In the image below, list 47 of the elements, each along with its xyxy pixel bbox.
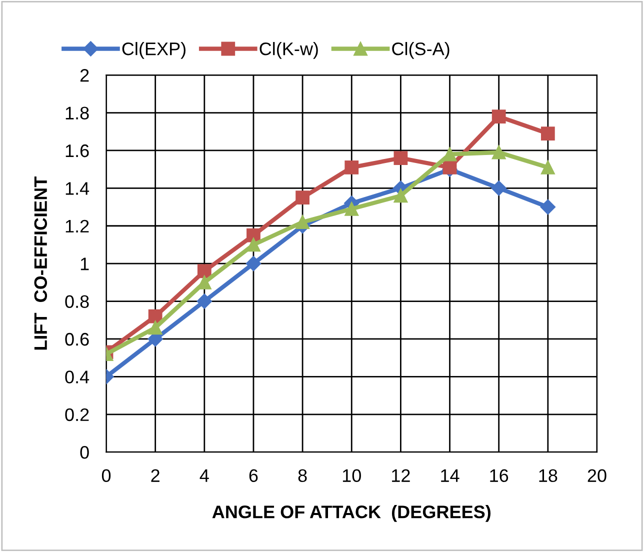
x-tick-label: 2	[151, 469, 160, 482]
point	[197, 264, 212, 278]
y-tick-label: 0.2	[65, 408, 89, 422]
point	[492, 110, 506, 124]
point	[296, 215, 310, 230]
y-tick-label: 0.4	[65, 370, 90, 384]
x-tick-label: 14	[441, 469, 460, 482]
point	[442, 160, 457, 174]
legend-label: Cl(S-A)	[392, 42, 450, 59]
y-tick-label: 1.8	[66, 106, 89, 120]
x-tick-label: 6	[249, 469, 258, 482]
y-tick-label: 0.8	[65, 295, 89, 308]
point	[296, 190, 310, 205]
y-axis-title: LIFT CO-EFFICIENT	[34, 176, 48, 350]
point	[344, 202, 359, 216]
x-tick-label: 0	[102, 469, 111, 482]
x-tick-label: 18	[539, 469, 558, 482]
x-tick-label: 16	[490, 469, 508, 482]
point	[442, 147, 457, 162]
x-tick-label: 10	[342, 469, 361, 482]
y-tick-label: 2	[80, 69, 89, 82]
y-tick-label: 1.2	[66, 220, 89, 232]
point	[540, 199, 556, 215]
legend-label: Cl(K-w)	[260, 42, 318, 59]
x-tick-label: 12	[392, 469, 410, 482]
y-tick-label: 1	[80, 258, 89, 270]
point	[491, 180, 506, 196]
point	[540, 160, 555, 174]
point	[492, 145, 506, 160]
point	[196, 294, 212, 309]
y-tick-label: 1.6	[66, 144, 89, 158]
point	[148, 320, 162, 335]
point	[540, 126, 555, 140]
y-tick-label: 0.6	[65, 332, 89, 346]
x-axis-title: ANGLE OF ATTACK (DEGREES)	[212, 505, 490, 522]
x-tick-label: 20	[588, 469, 606, 482]
point	[246, 256, 262, 272]
legend-label: Cl(EXP)	[122, 42, 186, 59]
point	[344, 160, 359, 174]
y-tick-label: 0	[80, 446, 89, 459]
point	[148, 309, 162, 324]
point	[246, 238, 260, 252]
y-tick-label: 1.4	[66, 182, 90, 195]
x-tick-label: 8	[298, 469, 307, 482]
point	[394, 151, 408, 165]
point	[394, 188, 408, 203]
x-tick-label: 4	[200, 469, 209, 482]
